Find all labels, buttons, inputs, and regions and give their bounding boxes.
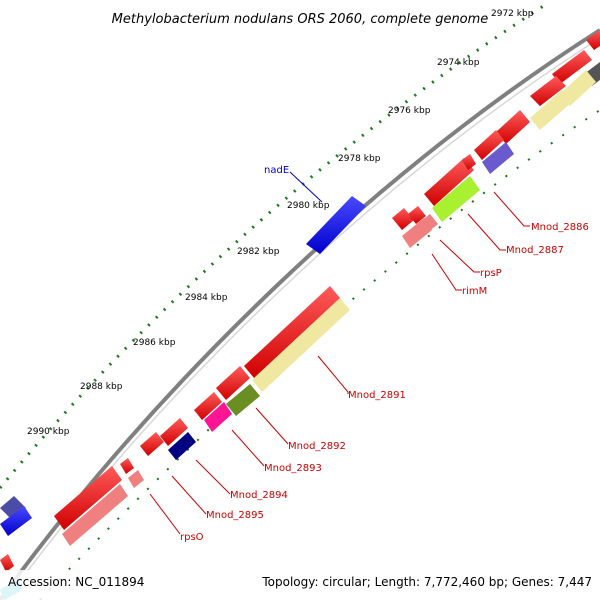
gene-arrow — [306, 196, 366, 254]
gene-label-mnod-2892: Mnod_2892 — [288, 441, 346, 452]
gene-arrow — [482, 142, 514, 174]
gene-arrow — [0, 506, 32, 536]
gene-arrow — [168, 432, 196, 460]
gene-label-mnod-2891: Mnod_2891 — [348, 390, 406, 401]
gene-label-rimM: rimM — [462, 286, 487, 297]
gene-arrow — [204, 402, 232, 432]
gene-arrow — [216, 366, 250, 400]
gene-arrow — [552, 50, 592, 84]
gene-arrow — [0, 496, 26, 520]
gene-arrow — [530, 90, 572, 130]
gene-label-mnod-2895: Mnod_2895 — [206, 510, 264, 521]
gene-arrow — [496, 110, 530, 144]
gene-label-rpsP: rpsP — [480, 268, 502, 279]
gene-arrow — [462, 154, 476, 170]
accession-text: Accession: NC_011894 — [8, 575, 144, 589]
gene-label-mnod-2887: Mnod_2887 — [506, 245, 564, 256]
gene-arrow — [392, 208, 414, 230]
gene-arrow — [474, 130, 504, 160]
gene-labels: nadE Mnod_2886 Mnod_2887 rpsP rimM Mnod_… — [180, 165, 589, 543]
gene-label-rpsO: rpsO — [180, 532, 204, 543]
gene-arrow — [560, 70, 596, 106]
gene-arrow — [408, 206, 426, 224]
gene-arrow — [160, 418, 188, 446]
tick-label: 2984 kbp — [185, 293, 228, 303]
gene-arrow — [244, 286, 340, 378]
gene-label-mnod-2893: Mnod_2893 — [264, 463, 322, 474]
gene-arrow — [226, 384, 260, 416]
inner-tick-ring — [39, 109, 600, 600]
gene-arrow — [424, 158, 474, 206]
tick-label: 2976 kbp — [388, 106, 431, 116]
gene-arrow — [120, 458, 134, 474]
gene-arrow — [530, 76, 566, 106]
gene-arrow — [128, 470, 144, 488]
tick-label: 2980 kbp — [287, 201, 330, 211]
tick-label: 2990 kbp — [27, 427, 70, 437]
forward-strand-genes — [0, 196, 366, 520]
gene-arrow — [0, 554, 14, 572]
tick-label: 2988 kbp — [80, 382, 123, 392]
tick-labels: 2972 kbp 2974 kbp 2976 kbp 2978 kbp 2980… — [27, 9, 534, 437]
label-leaders — [149, 171, 530, 535]
gene-arrow — [194, 392, 222, 420]
tick-label: 2974 kbp — [437, 58, 480, 68]
outer-tick-ring — [0, 3, 546, 489]
footer: Accession: NC_011894 Topology: circular;… — [0, 570, 600, 600]
gene-label-mnod-2886: Mnod_2886 — [531, 222, 589, 233]
reverse-strand-genes — [0, 30, 600, 600]
tick-label: 2986 kbp — [133, 338, 176, 348]
gene-arrow — [586, 30, 600, 50]
map-title: Methylobacterium nodulans ORS 2060, comp… — [112, 12, 489, 27]
gene-label-nadE: nadE — [264, 165, 289, 176]
gene-label-mnod-2894: Mnod_2894 — [230, 490, 288, 501]
gene-arrow — [252, 298, 350, 392]
tick-label: 2978 kbp — [338, 154, 381, 164]
tick-label: 2972 kbp — [491, 9, 534, 19]
tick-label: 2982 kbp — [237, 247, 280, 257]
topology-text: Topology: circular; Length: 7,772,460 bp… — [261, 575, 592, 589]
gene-arrow — [62, 484, 128, 546]
gene-arrow — [140, 432, 164, 456]
gene-arrow — [432, 176, 480, 222]
gene-arrow — [54, 466, 122, 530]
gene-arrow — [420, 214, 438, 232]
